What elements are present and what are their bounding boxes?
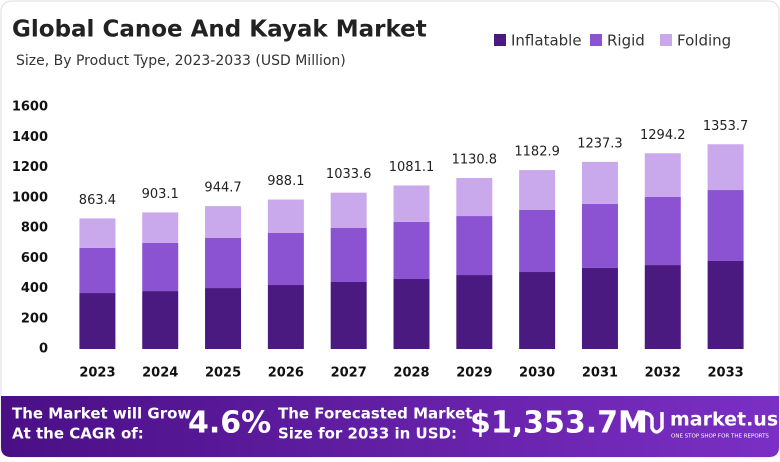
forecast-value: $1,353.7M (470, 406, 648, 441)
total-label: 1130.8 (452, 152, 498, 167)
total-label: 1182.9 (514, 145, 560, 160)
bar-segment (644, 196, 681, 266)
bar-segment (267, 285, 304, 349)
legend: Inflatable Rigid Folding (494, 32, 731, 50)
total-label: 944.7 (204, 181, 241, 196)
brand-tagline: ONE STOP SHOP FOR THE REPORTS (671, 434, 769, 440)
bar-segment (644, 265, 681, 349)
chart-subtitle: Size, By Product Type, 2023-2033 (USD Mi… (16, 53, 346, 69)
y-tick-label: 1600 (12, 100, 48, 115)
bar-segment (519, 272, 556, 349)
bar-segment (581, 203, 618, 268)
bar-segment (205, 206, 242, 238)
bar-segment (456, 216, 493, 276)
bar-segment (142, 212, 179, 243)
x-tick-label: 2024 (142, 366, 178, 381)
total-label: 988.1 (267, 174, 304, 189)
bar-segment (205, 288, 242, 349)
total-label: 1353.7 (703, 119, 749, 134)
x-tick-label: 2029 (456, 366, 492, 381)
forecast-text: The Forecasted Market (278, 405, 472, 423)
legend-swatch (660, 34, 672, 46)
y-tick-label: 1200 (12, 160, 48, 175)
x-tick-label: 2031 (582, 366, 618, 381)
x-tick-label: 2028 (393, 366, 429, 381)
x-tick-label: 2033 (707, 366, 743, 381)
legend-label: Inflatable (511, 32, 582, 50)
legend-label: Folding (677, 32, 731, 50)
total-label: 863.4 (79, 193, 116, 208)
y-tick-label: 1400 (12, 130, 48, 145)
x-tick-label: 2030 (519, 366, 555, 381)
bar-segment (330, 228, 367, 282)
brand-name: market.us (670, 409, 778, 431)
bar-segment (456, 275, 493, 349)
bar-segment (142, 242, 179, 292)
bar-segment (79, 218, 116, 248)
brand-logo (638, 411, 664, 434)
bar-segment (205, 237, 242, 289)
bar-segment (581, 267, 618, 349)
bar-segment (267, 232, 304, 286)
x-tick-label: 2023 (79, 366, 115, 381)
y-tick-label: 800 (21, 221, 48, 236)
legend-label: Rigid (607, 32, 645, 50)
bar-segment (644, 153, 681, 197)
bar-segment (393, 185, 430, 222)
y-tick-label: 200 (21, 311, 48, 326)
bar-segment (330, 192, 367, 228)
bar-segment (581, 161, 618, 204)
cagr-text: At the CAGR of: (12, 425, 144, 443)
cagr-text: The Market will Grow (12, 405, 191, 423)
bar-segment (519, 210, 556, 273)
total-label: 1081.1 (389, 160, 435, 175)
total-label: 903.1 (142, 187, 179, 202)
cagr-value: 4.6% (188, 406, 271, 441)
legend-swatch (590, 34, 602, 46)
bar-segment (519, 170, 556, 211)
bar-segment (267, 199, 304, 233)
bar-segment (456, 177, 493, 217)
bar-segment (707, 144, 744, 191)
x-tick-label: 2026 (268, 366, 304, 381)
y-tick-label: 1000 (12, 190, 48, 205)
bar-segment (707, 190, 744, 261)
bar-segment (330, 281, 367, 349)
total-label: 1033.6 (326, 167, 372, 182)
x-tick-label: 2027 (331, 366, 367, 381)
footer-band (1, 396, 779, 457)
chart-title: Global Canoe And Kayak Market (12, 17, 427, 43)
bar-segment (707, 260, 744, 349)
bar-segment (79, 293, 116, 349)
forecast-text: Size for 2033 in USD: (278, 425, 457, 443)
y-tick-label: 400 (21, 281, 48, 296)
bar-segment (79, 247, 116, 294)
y-tick-label: 0 (39, 342, 48, 357)
legend-swatch (494, 34, 506, 46)
bar-segment (393, 278, 430, 349)
x-tick-label: 2025 (205, 366, 241, 381)
bar-segment (393, 221, 430, 279)
y-tick-label: 600 (21, 251, 48, 266)
x-tick-label: 2032 (645, 366, 681, 381)
bar-segment (142, 291, 179, 349)
total-label: 1237.3 (577, 136, 623, 151)
total-label: 1294.2 (640, 128, 686, 143)
